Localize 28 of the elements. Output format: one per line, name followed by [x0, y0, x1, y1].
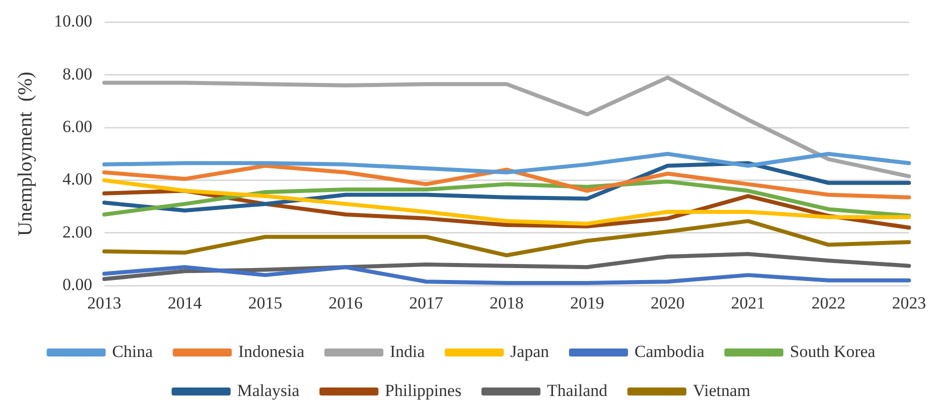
y-tick-label: 8.00: [62, 64, 92, 84]
x-tick-label: 2017: [409, 293, 444, 312]
legend-label: South Korea: [790, 342, 876, 361]
y-axis-title: Unemployment (%): [14, 72, 36, 236]
x-tick-label: 2015: [248, 293, 282, 312]
legend-label: Vietnam: [692, 380, 750, 400]
x-tick-label: 2019: [570, 293, 604, 312]
x-tick-label: 2016: [328, 293, 363, 312]
legend-label: China: [112, 342, 154, 361]
y-tick-label: 0.00: [62, 275, 92, 294]
y-tick-label: 4.00: [62, 170, 92, 189]
legend-label: Cambodia: [634, 342, 705, 361]
x-tick-label: 2021: [731, 293, 766, 312]
legend-label: Philippines: [384, 380, 462, 400]
y-tick-label: 6.00: [62, 117, 92, 136]
legend-label: Indonesia: [238, 342, 305, 361]
legend-label: Malaysia: [237, 380, 300, 400]
y-tick-label: 2.00: [62, 222, 92, 242]
x-tick-label: 2020: [650, 293, 685, 312]
x-tick-label: 2022: [812, 293, 846, 312]
legend-label: Thailand: [546, 380, 608, 400]
legend-label: India: [390, 342, 426, 361]
y-tick-label: 10.00: [54, 12, 92, 31]
x-tick-label: 2023: [892, 293, 926, 312]
x-tick-label: 2013: [87, 293, 122, 312]
x-tick-label: 2018: [490, 293, 524, 312]
legend-label: Japan: [510, 342, 550, 361]
x-tick-label: 2014: [168, 293, 202, 312]
